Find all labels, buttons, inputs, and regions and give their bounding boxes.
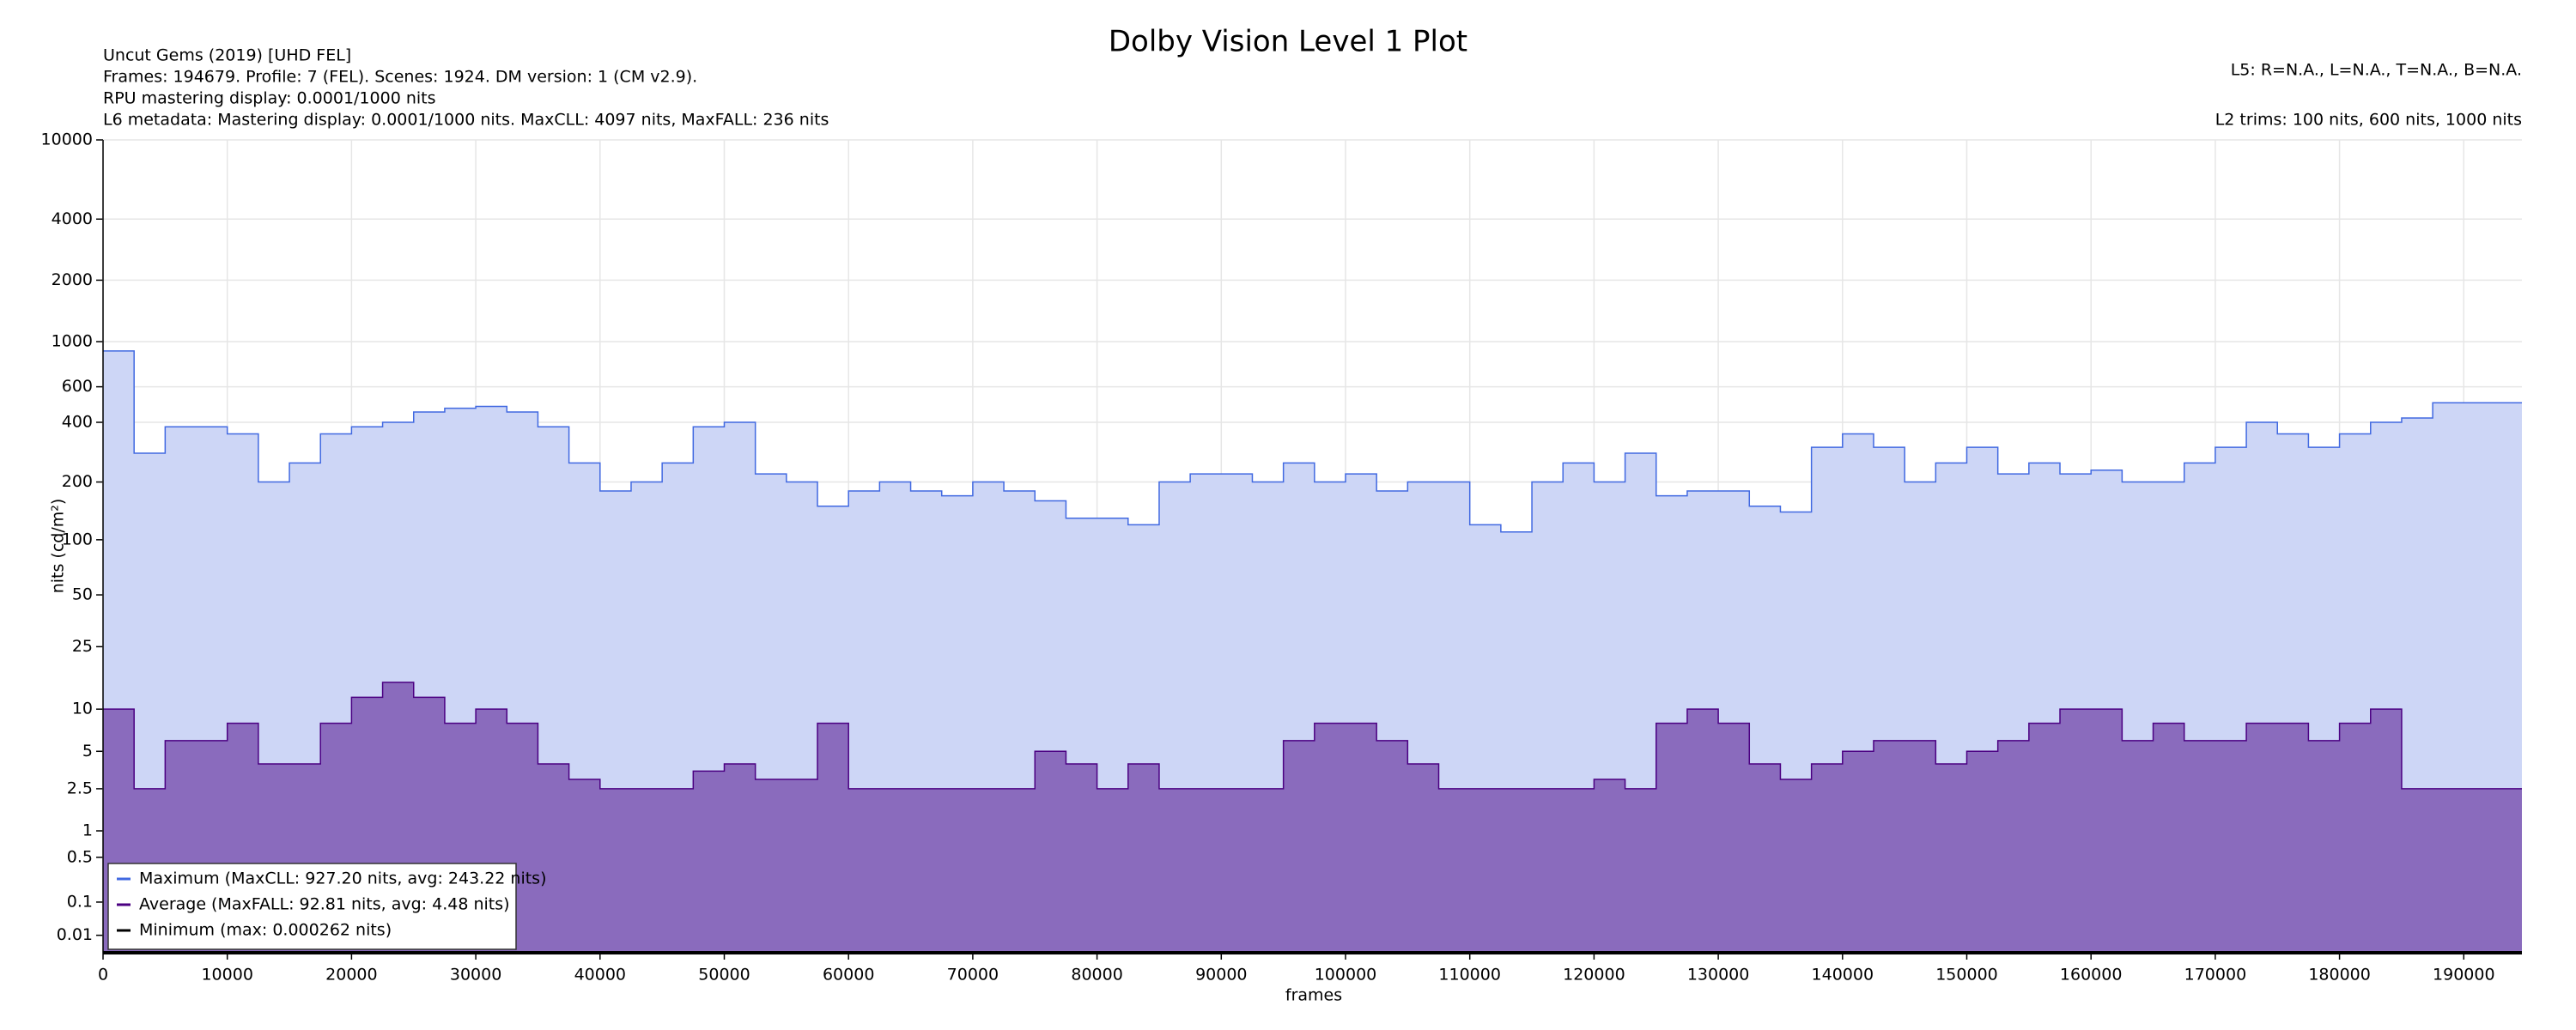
x-tick-label: 40000 (574, 966, 626, 985)
y-tick-label: 400 (62, 413, 93, 432)
x-tick-label: 30000 (450, 966, 501, 985)
y-tick-label: 100 (62, 530, 93, 548)
legend-label: Minimum (max: 0.000262 nits) (139, 921, 392, 940)
legend-box (107, 863, 517, 950)
x-tick-label: 130000 (1687, 966, 1750, 985)
x-tick-label: 80000 (1071, 966, 1122, 985)
y-tick-label: 0.5 (67, 847, 93, 866)
series-area (103, 682, 2522, 953)
y-axis-label: nits (cd/m²) (49, 499, 68, 594)
chart-title: Dolby Vision Level 1 Plot (1109, 25, 1467, 59)
x-tick-label: 150000 (1935, 966, 1998, 985)
x-tick-label: 70000 (947, 966, 999, 985)
info-text: L6 metadata: Mastering display: 0.0001/1… (103, 111, 829, 130)
x-tick-label: 90000 (1195, 966, 1247, 985)
info-text: RPU mastering display: 0.0001/1000 nits (103, 89, 436, 108)
y-tick-label: 200 (62, 472, 93, 491)
x-tick-label: 20000 (325, 966, 377, 985)
x-tick-label: 50000 (698, 966, 750, 985)
info-text: L5: R=N.A., L=N.A., T=N.A., B=N.A. (2231, 61, 2522, 80)
y-tick-label: 0.01 (57, 925, 93, 944)
x-tick-label: 120000 (1563, 966, 1625, 985)
x-tick-label: 60000 (823, 966, 874, 985)
series-line (103, 682, 2522, 790)
x-tick-label: 10000 (201, 966, 252, 985)
legend-label: Average (MaxFALL: 92.81 nits, avg: 4.48 … (139, 895, 510, 914)
info-text: L2 trims: 100 nits, 600 nits, 1000 nits (2215, 111, 2522, 130)
info-text: Frames: 194679. Profile: 7 (FEL). Scenes… (103, 68, 697, 87)
x-axis-label: frames (1285, 986, 1342, 1005)
y-tick-label: 2000 (52, 270, 93, 289)
y-tick-label: 4000 (52, 209, 93, 228)
y-tick-label: 50 (72, 585, 93, 604)
y-tick-label: 10 (72, 700, 93, 718)
y-tick-label: 5 (82, 742, 93, 760)
legend-label: Maximum (MaxCLL: 927.20 nits, avg: 243.2… (139, 869, 547, 888)
y-tick-label: 1000 (52, 332, 93, 351)
x-tick-label: 180000 (2308, 966, 2371, 985)
x-tick-label: 0 (98, 966, 108, 985)
y-tick-label: 0.1 (67, 892, 93, 911)
x-tick-label: 110000 (1438, 966, 1501, 985)
y-tick-label: 1 (82, 821, 93, 840)
x-tick-label: 160000 (2060, 966, 2123, 985)
series-line (103, 350, 2522, 533)
x-tick-label: 100000 (1315, 966, 1377, 985)
y-tick-label: 25 (72, 637, 93, 656)
info-text: Uncut Gems (2019) [UHD FEL] (103, 46, 351, 65)
x-tick-label: 170000 (2184, 966, 2247, 985)
y-tick-label: 600 (62, 377, 93, 396)
x-tick-label: 140000 (1812, 966, 1874, 985)
y-tick-label: 10000 (41, 130, 93, 149)
x-tick-label: 190000 (2433, 966, 2495, 985)
y-tick-label: 2.5 (67, 779, 93, 797)
